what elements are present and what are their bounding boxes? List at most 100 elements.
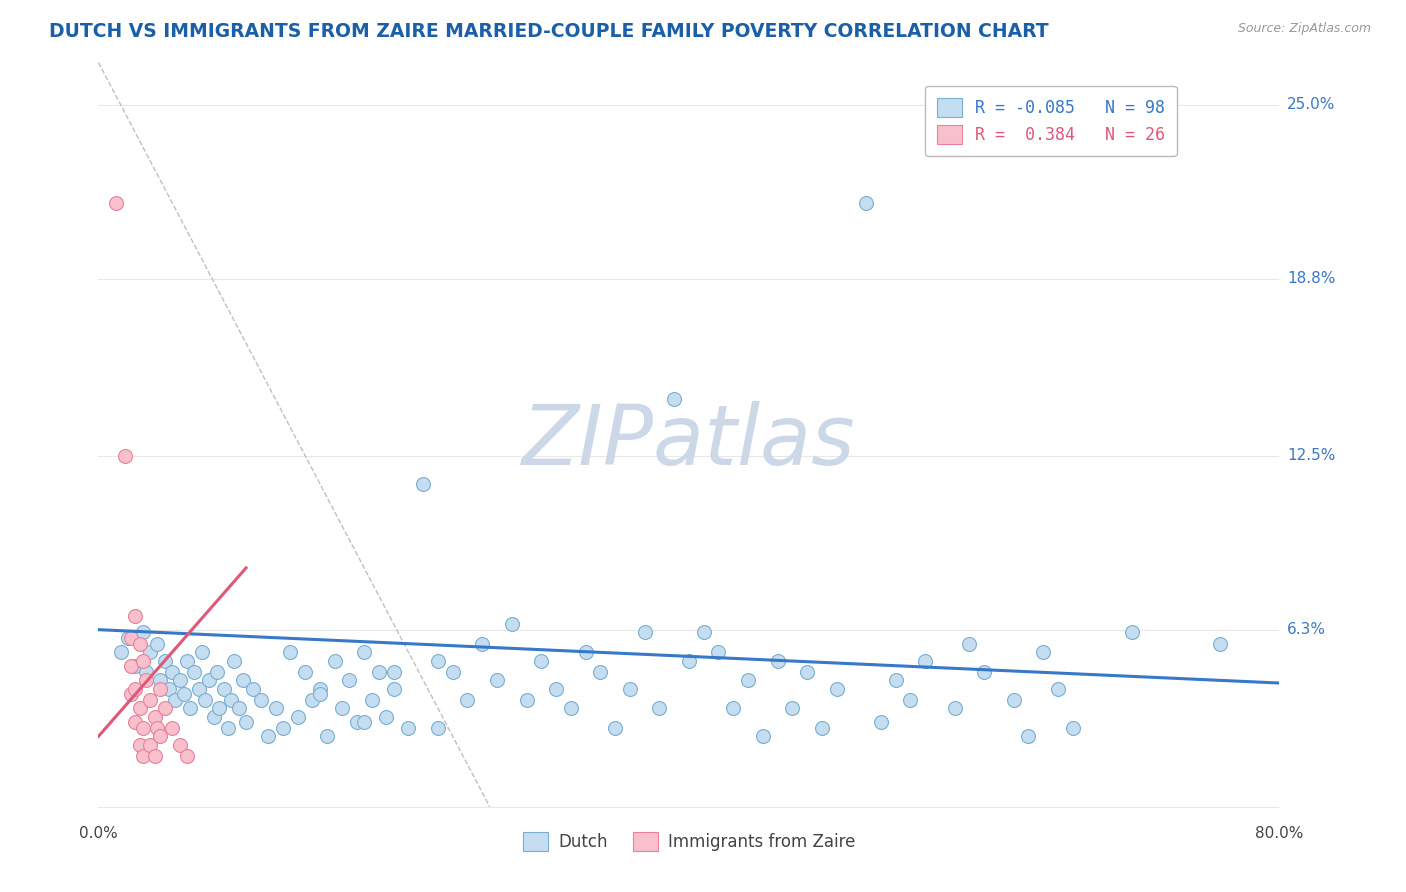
- Point: [149, 730, 172, 744]
- Point: [242, 681, 264, 696]
- Point: [165, 693, 187, 707]
- Text: 25.0%: 25.0%: [1286, 97, 1336, 112]
- Point: [143, 749, 166, 764]
- Point: [250, 693, 273, 707]
- Point: [678, 654, 700, 668]
- Point: [412, 476, 434, 491]
- Point: [235, 715, 257, 730]
- Point: [546, 681, 568, 696]
- Point: [149, 673, 172, 688]
- Point: [232, 673, 254, 688]
- Point: [501, 617, 523, 632]
- Point: [110, 645, 132, 659]
- Point: [301, 693, 323, 707]
- Point: [221, 693, 243, 707]
- Point: [124, 659, 146, 673]
- Point: [766, 654, 789, 668]
- Point: [117, 631, 139, 645]
- Point: [330, 701, 353, 715]
- Point: [796, 665, 818, 679]
- Point: [1046, 681, 1070, 696]
- Point: [427, 654, 450, 668]
- Point: [900, 693, 922, 707]
- Point: [179, 701, 201, 715]
- Point: [398, 721, 420, 735]
- Point: [176, 654, 198, 668]
- Point: [146, 637, 169, 651]
- Point: [228, 701, 250, 715]
- Point: [120, 659, 142, 673]
- Point: [737, 673, 759, 688]
- Point: [143, 710, 166, 724]
- Point: [139, 645, 162, 659]
- Point: [346, 715, 368, 730]
- Point: [114, 449, 136, 463]
- Point: [194, 693, 217, 707]
- Point: [810, 721, 832, 735]
- Point: [648, 701, 671, 715]
- Point: [943, 701, 966, 715]
- Point: [149, 681, 172, 696]
- Point: [124, 715, 146, 730]
- Point: [360, 693, 382, 707]
- Point: [589, 665, 612, 679]
- Point: [176, 749, 198, 764]
- Point: [132, 749, 155, 764]
- Point: [1032, 645, 1054, 659]
- Point: [825, 681, 848, 696]
- Point: [120, 687, 142, 701]
- Point: [382, 681, 405, 696]
- Point: [132, 654, 155, 668]
- Point: [575, 645, 598, 659]
- Point: [169, 738, 191, 752]
- Point: [353, 715, 375, 730]
- Point: [187, 681, 209, 696]
- Point: [202, 710, 225, 724]
- Point: [693, 625, 716, 640]
- Point: [782, 701, 804, 715]
- Point: [183, 665, 205, 679]
- Point: [707, 645, 730, 659]
- Point: [375, 710, 398, 724]
- Point: [132, 625, 155, 640]
- Point: [427, 721, 450, 735]
- Text: ZIPatlas: ZIPatlas: [522, 401, 856, 482]
- Point: [560, 701, 582, 715]
- Point: [914, 654, 936, 668]
- Point: [619, 681, 641, 696]
- Point: [128, 701, 150, 715]
- Point: [132, 721, 155, 735]
- Point: [271, 721, 294, 735]
- Point: [382, 665, 405, 679]
- Point: [959, 637, 981, 651]
- Point: [870, 715, 893, 730]
- Point: [441, 665, 464, 679]
- Point: [353, 645, 375, 659]
- Point: [516, 693, 538, 707]
- Text: 12.5%: 12.5%: [1286, 448, 1336, 463]
- Point: [634, 625, 657, 640]
- Point: [157, 681, 180, 696]
- Point: [124, 608, 146, 623]
- Point: [530, 654, 553, 668]
- Text: 6.3%: 6.3%: [1286, 623, 1326, 637]
- Point: [1062, 721, 1084, 735]
- Point: [1121, 625, 1143, 640]
- Point: [212, 681, 235, 696]
- Point: [208, 701, 231, 715]
- Point: [605, 721, 627, 735]
- Point: [339, 673, 361, 688]
- Text: 18.8%: 18.8%: [1286, 271, 1336, 286]
- Point: [224, 654, 246, 668]
- Point: [124, 681, 146, 696]
- Point: [855, 195, 877, 210]
- Point: [162, 665, 183, 679]
- Point: [191, 645, 214, 659]
- Point: [323, 654, 346, 668]
- Point: [368, 665, 391, 679]
- Point: [1002, 693, 1025, 707]
- Legend: Dutch, Immigrants from Zaire: Dutch, Immigrants from Zaire: [516, 825, 862, 858]
- Point: [173, 687, 195, 701]
- Point: [664, 392, 686, 407]
- Text: DUTCH VS IMMIGRANTS FROM ZAIRE MARRIED-COUPLE FAMILY POVERTY CORRELATION CHART: DUTCH VS IMMIGRANTS FROM ZAIRE MARRIED-C…: [49, 22, 1049, 41]
